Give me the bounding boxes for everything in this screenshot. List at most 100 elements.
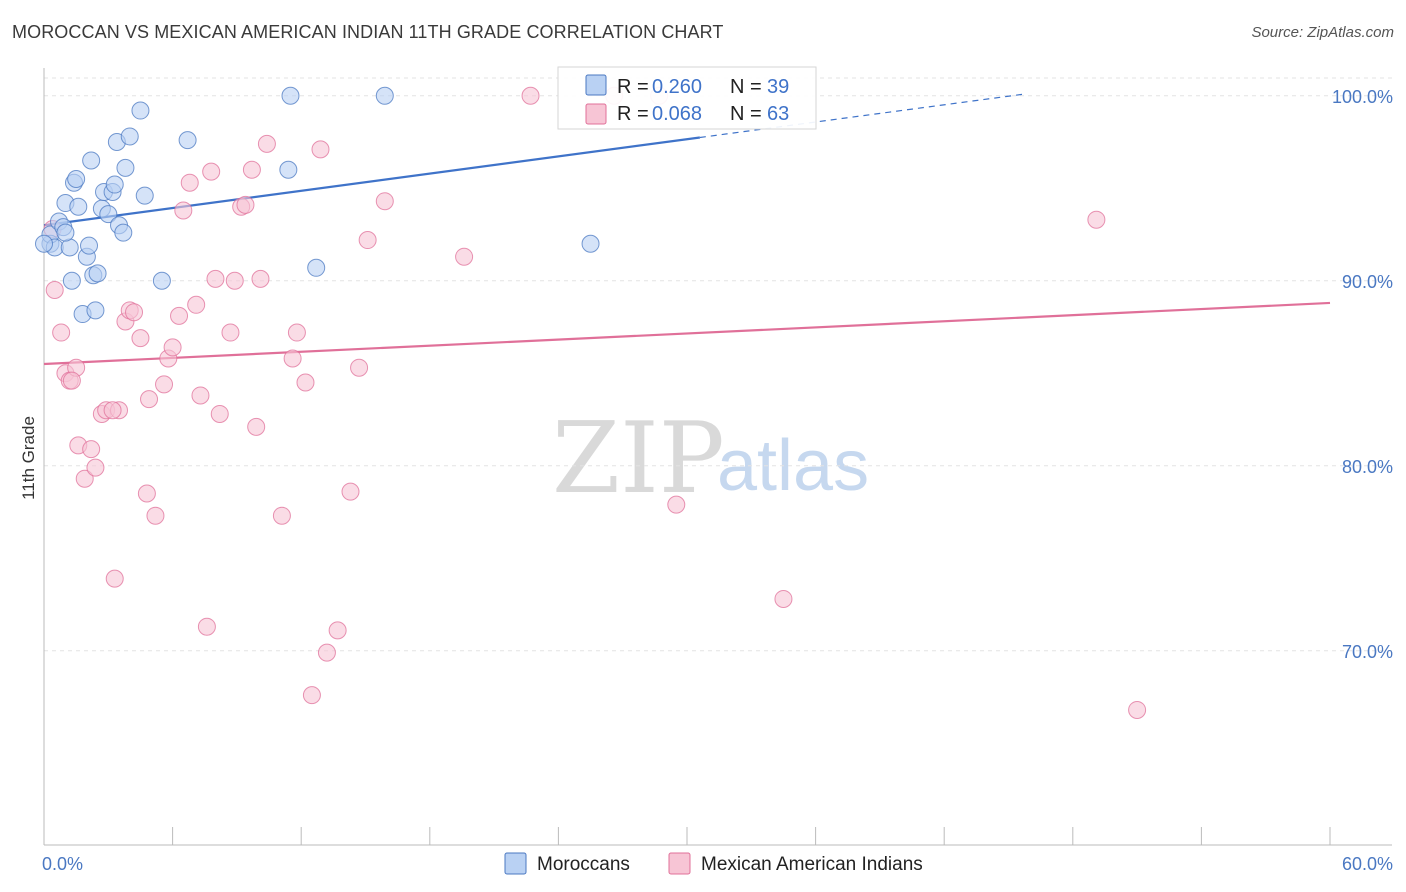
data-point-moroccans [152, 271, 171, 290]
data-point-mexican-american-indians [302, 686, 321, 705]
data-point-mexican-american-indians [210, 404, 229, 423]
data-point-moroccans [581, 234, 600, 253]
data-point-moroccans [279, 160, 298, 179]
data-point-moroccans [105, 175, 124, 194]
data-point-mexican-american-indians [137, 484, 156, 503]
legend-swatch-blue [585, 74, 607, 96]
bottom-legend-swatch-mexican-american-indians [668, 852, 691, 875]
data-point-mexican-american-indians [187, 295, 206, 314]
data-point-mexican-american-indians [341, 482, 360, 501]
data-point-moroccans [60, 238, 79, 257]
series-moroccans [35, 86, 600, 324]
data-point-moroccans [307, 258, 326, 277]
source-label: Source: ZipAtlas.com [1251, 24, 1394, 41]
legend-n-value-2: 63 [767, 103, 789, 125]
data-point-moroccans [82, 151, 101, 170]
legend-r-label-2: R = [617, 103, 649, 125]
data-point-mexican-american-indians [75, 469, 94, 488]
data-point-mexican-american-indians [197, 617, 216, 636]
y-tick-labels: 70.0% 80.0% 90.0% 100.0% [1332, 87, 1393, 662]
data-point-mexican-american-indians [350, 358, 369, 377]
data-point-moroccans [88, 264, 107, 283]
data-point-moroccans [56, 223, 75, 242]
axes [43, 68, 1392, 846]
data-point-mexican-american-indians [105, 569, 124, 588]
data-point-mexican-american-indians [52, 323, 71, 342]
data-point-moroccans [62, 271, 81, 290]
data-point-moroccans [114, 223, 133, 242]
data-point-moroccans [178, 131, 197, 150]
data-point-moroccans [131, 101, 150, 120]
chart-title: MOROCCAN VS MEXICAN AMERICAN INDIAN 11TH… [12, 22, 724, 42]
data-point-mexican-american-indians [155, 375, 174, 394]
data-point-mexican-american-indians [296, 373, 315, 392]
y-tick-label: 80.0% [1342, 457, 1393, 477]
data-point-mexican-american-indians [180, 173, 199, 192]
data-point-moroccans [69, 197, 88, 216]
y-tick-label: 100.0% [1332, 87, 1393, 107]
data-point-mexican-american-indians [375, 192, 394, 211]
y-tick-label: 70.0% [1342, 642, 1393, 662]
data-point-mexican-american-indians [358, 231, 377, 250]
legend-n-value-1: 39 [767, 76, 789, 98]
data-point-moroccans [86, 301, 105, 320]
data-point-moroccans [120, 127, 139, 146]
legend-r-value-2: 0.068 [652, 103, 702, 125]
y-axis-title: 11th Grade [19, 416, 38, 500]
data-point-mexican-american-indians [170, 306, 189, 325]
data-point-mexican-american-indians [774, 589, 793, 608]
data-point-mexican-american-indians [221, 323, 240, 342]
data-point-mexican-american-indians [140, 390, 159, 409]
data-point-mexican-american-indians [174, 201, 193, 220]
data-point-moroccans [116, 158, 135, 177]
data-point-moroccans [281, 86, 300, 105]
data-point-moroccans [375, 86, 394, 105]
trend-line-mexican-american-indians [43, 301, 1331, 366]
data-point-mexican-american-indians [455, 247, 474, 266]
data-point-moroccans [80, 236, 99, 255]
data-point-mexican-american-indians [317, 643, 336, 662]
data-point-mexican-american-indians [287, 323, 306, 342]
data-point-mexican-american-indians [283, 349, 302, 368]
x-tick-label-min: 0.0% [42, 854, 83, 874]
data-point-mexican-american-indians [225, 271, 244, 290]
data-point-mexican-american-indians [131, 329, 150, 348]
stats-legend: R = 0.260 N = 39 R = 0.068 N = 63 [557, 66, 817, 130]
x-tick-label-max: 60.0% [1342, 854, 1393, 874]
data-point-mexican-american-indians [191, 386, 210, 405]
legend-r-value-1: 0.260 [652, 76, 702, 98]
data-point-mexican-american-indians [257, 134, 276, 153]
data-point-mexican-american-indians [202, 162, 221, 181]
bottom-legend-swatch-moroccans [504, 852, 527, 875]
series-legend: Moroccans Mexican American Indians [504, 852, 923, 875]
legend-r-label-1: R = [617, 76, 649, 98]
data-point-mexican-american-indians [247, 417, 266, 436]
bottom-legend-label-mexican-american-indians: Mexican American Indians [701, 854, 923, 875]
data-point-mexican-american-indians [236, 195, 255, 214]
x-tick-labels: 0.0% 60.0% [42, 854, 1393, 874]
data-point-moroccans [67, 170, 86, 188]
data-point-mexican-american-indians [82, 440, 101, 459]
legend-n-label-1: N = [730, 76, 762, 98]
y-tick-label: 90.0% [1342, 272, 1393, 292]
bottom-legend-label-moroccans: Moroccans [537, 854, 630, 875]
data-point-mexican-american-indians [62, 371, 81, 390]
data-point-mexican-american-indians [1087, 210, 1106, 229]
trend-line-moroccans [43, 136, 701, 227]
data-point-mexican-american-indians [103, 401, 122, 420]
data-point-moroccans [99, 205, 118, 224]
data-point-moroccans [35, 234, 53, 253]
data-point-mexican-american-indians [521, 86, 540, 105]
data-point-mexican-american-indians [206, 269, 225, 288]
data-point-mexican-american-indians [328, 621, 347, 640]
legend-swatch-pink [585, 103, 607, 125]
data-point-mexican-american-indians [125, 303, 144, 322]
data-point-moroccans [135, 186, 154, 205]
data-point-mexican-american-indians [163, 338, 182, 357]
data-point-mexican-american-indians [311, 140, 330, 159]
trend-lines [43, 93, 1331, 366]
data-point-mexican-american-indians [86, 458, 105, 477]
legend-n-label-2: N = [730, 103, 762, 125]
data-point-mexican-american-indians [146, 506, 165, 525]
